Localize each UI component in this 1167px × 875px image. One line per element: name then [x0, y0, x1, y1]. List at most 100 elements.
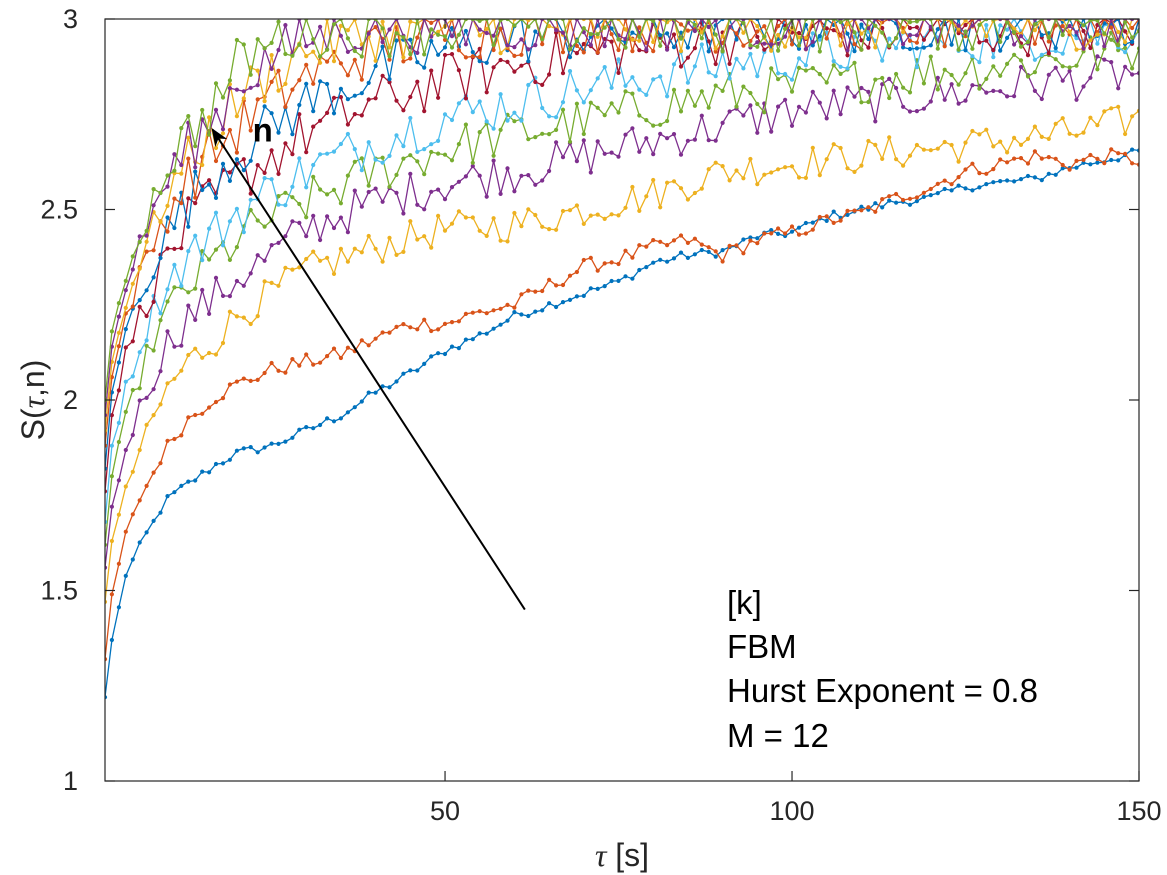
- data-point: [949, 142, 954, 148]
- data-point: [769, 66, 774, 71]
- data-point: [685, 255, 691, 260]
- data-point: [380, 73, 385, 78]
- data-point: [1032, 41, 1037, 46]
- data-point: [200, 469, 205, 474]
- data-point: [533, 309, 538, 314]
- data-point: [685, 197, 691, 202]
- data-point: [1116, 43, 1121, 48]
- data-point: [366, 189, 371, 195]
- data-point: [213, 461, 219, 467]
- data-point: [151, 203, 156, 208]
- data-point: [283, 23, 288, 28]
- data-point: [512, 53, 517, 59]
- data-point: [498, 306, 503, 311]
- data-point: [158, 402, 163, 407]
- data-point: [408, 325, 413, 330]
- data-point: [574, 203, 580, 208]
- data-point: [935, 191, 940, 196]
- data-point: [665, 136, 670, 141]
- data-point: [442, 321, 448, 326]
- annotation-box: [k] FBM Hurst Exponent = 0.8 M = 12: [727, 584, 1038, 754]
- data-point: [338, 215, 343, 220]
- data-point: [234, 379, 239, 384]
- y-tick-label: 1: [63, 766, 78, 796]
- data-point: [456, 48, 461, 53]
- data-point: [796, 65, 802, 70]
- data-point: [977, 171, 982, 176]
- data-point: [283, 190, 288, 195]
- data-point: [130, 281, 135, 286]
- data-point: [845, 66, 850, 71]
- data-point: [297, 78, 302, 83]
- data-point: [630, 91, 635, 96]
- data-point: [734, 31, 739, 36]
- data-point: [1032, 88, 1037, 93]
- data-point: [144, 530, 149, 535]
- data-point: [172, 490, 177, 495]
- data-point: [186, 156, 191, 161]
- data-point: [387, 45, 392, 50]
- data-point: [123, 447, 128, 453]
- data-point: [401, 211, 406, 216]
- data-point: [297, 427, 302, 432]
- data-point: [318, 54, 323, 59]
- data-point: [345, 259, 350, 264]
- data-point: [373, 58, 378, 63]
- data-point: [311, 124, 316, 129]
- data-point: [901, 104, 906, 109]
- data-point: [796, 30, 802, 36]
- data-point: [998, 48, 1003, 53]
- data-point: [387, 153, 392, 158]
- data-point: [422, 172, 427, 177]
- data-point: [318, 79, 323, 84]
- data-point: [116, 439, 121, 445]
- data-point: [984, 76, 989, 81]
- data-point: [567, 139, 573, 144]
- data-point: [1053, 48, 1058, 54]
- data-point: [540, 178, 545, 183]
- data-point: [165, 287, 170, 292]
- data-point: [678, 186, 684, 191]
- data-point: [283, 439, 288, 444]
- data-point: [1102, 31, 1107, 36]
- data-point: [470, 160, 475, 165]
- data-point: [609, 101, 614, 106]
- data-point: [477, 27, 482, 32]
- data-point: [866, 26, 871, 31]
- data-point: [442, 351, 448, 357]
- data-point: [401, 108, 406, 113]
- data-point: [380, 44, 385, 49]
- data-point: [193, 478, 198, 483]
- data-point: [963, 140, 968, 145]
- data-point: [880, 205, 885, 210]
- data-point: [845, 31, 850, 36]
- data-point: [248, 85, 253, 90]
- data-point: [727, 178, 732, 183]
- data-point: [713, 61, 718, 67]
- data-point: [838, 43, 843, 48]
- data-point: [477, 19, 482, 23]
- data-point: [602, 113, 607, 118]
- data-point: [449, 45, 455, 50]
- data-point: [963, 186, 968, 191]
- data-point: [831, 63, 836, 68]
- data-point: [373, 246, 378, 251]
- data-point: [762, 231, 767, 236]
- data-point: [290, 184, 295, 189]
- data-point: [318, 24, 323, 29]
- data-point: [970, 46, 975, 51]
- data-point: [123, 484, 128, 489]
- data-point: [956, 47, 961, 52]
- data-point: [685, 88, 691, 93]
- data-point: [213, 352, 219, 357]
- data-point: [831, 28, 836, 33]
- data-point: [408, 37, 413, 42]
- data-point: [172, 285, 177, 290]
- data-point: [109, 443, 114, 448]
- data-point: [193, 233, 198, 238]
- data-point: [436, 151, 441, 156]
- data-point: [852, 42, 857, 47]
- data-point: [484, 233, 489, 238]
- data-point: [325, 47, 330, 52]
- data-point: [373, 157, 378, 162]
